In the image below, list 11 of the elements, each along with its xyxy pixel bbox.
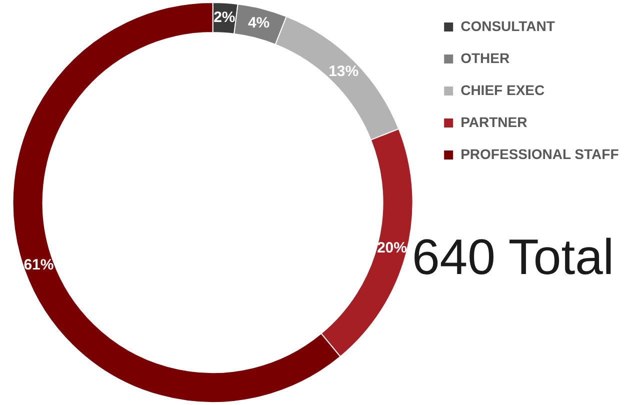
data-label: 4% <box>248 14 270 32</box>
legend-label: PROFESSIONAL STAFF <box>460 146 620 162</box>
data-label: 20% <box>376 240 407 257</box>
data-label: 13% <box>328 62 359 80</box>
data-label: 2% <box>214 9 236 26</box>
data-label: 61% <box>24 256 54 274</box>
text: 640 Total <box>412 228 614 286</box>
legend-label: PARTNER <box>460 114 528 130</box>
legend-label: CHIEF EXEC <box>460 82 545 98</box>
legend-label: CONSULTANT <box>460 18 556 34</box>
legend-label: OTHER <box>460 50 510 66</box>
